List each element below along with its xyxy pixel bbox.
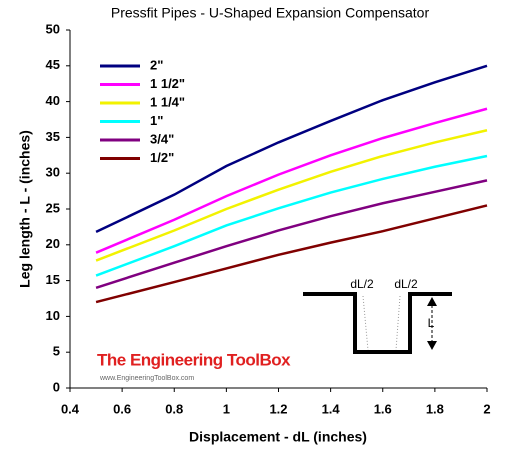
legend-label: 1/2"	[150, 150, 174, 165]
series-line	[95, 154, 488, 277]
y-tick-label: 15	[46, 272, 60, 287]
y-tick-label: 10	[46, 308, 60, 323]
legend-label: 1 1/2"	[150, 76, 185, 91]
y-tick-label: 0	[53, 379, 60, 394]
x-axis-label: Displacement - dL (inches)	[189, 429, 367, 445]
y-tick-label: 5	[53, 344, 60, 359]
series-line	[95, 107, 488, 254]
y-tick-label: 25	[46, 200, 60, 215]
legend-label: 1 1/4"	[150, 94, 185, 109]
x-tick-label: 0.4	[61, 401, 80, 416]
arrow-head	[427, 341, 437, 350]
y-axis-label: Leg length - L - (inches)	[17, 130, 33, 288]
x-tick-label: 2	[483, 401, 490, 416]
x-tick-label: 1.2	[269, 401, 287, 416]
series-line	[95, 64, 488, 234]
guide	[395, 295, 401, 351]
y-tick-label: 20	[46, 236, 60, 251]
y-tick-label: 40	[46, 93, 60, 108]
x-tick-label: 0.8	[165, 401, 183, 416]
x-tick-label: 1	[223, 401, 230, 416]
x-tick-label: 1.6	[374, 401, 392, 416]
annotation: dL/2	[350, 277, 374, 291]
watermark-url: www.EngineeringToolBox.com	[99, 375, 194, 382]
legend-label: 1"	[150, 113, 163, 128]
chart-title: Pressfit Pipes - U-Shaped Expansion Comp…	[111, 5, 430, 21]
y-tick-label: 50	[46, 21, 60, 36]
u-diagram: dL/2 dL/2 L	[303, 277, 452, 354]
x-tick-label: 1.4	[322, 401, 341, 416]
x-tick-label: 0.6	[113, 401, 131, 416]
y-tick-label: 45	[46, 57, 60, 72]
series-line	[95, 129, 488, 262]
series-line	[95, 179, 488, 289]
annotation: dL/2	[394, 277, 418, 291]
y-tick-label: 35	[46, 129, 60, 144]
legend-label: 2"	[150, 57, 163, 72]
legend-label: 3/4"	[150, 131, 174, 146]
arrow-head	[427, 297, 437, 306]
watermark: The Engineering ToolBox	[97, 350, 291, 369]
y-tick-label: 30	[46, 165, 60, 180]
series-line	[95, 204, 488, 304]
guide	[362, 295, 369, 351]
x-tick-label: 1.8	[426, 401, 444, 416]
annotation: L	[428, 316, 435, 330]
u-shape	[303, 292, 452, 354]
